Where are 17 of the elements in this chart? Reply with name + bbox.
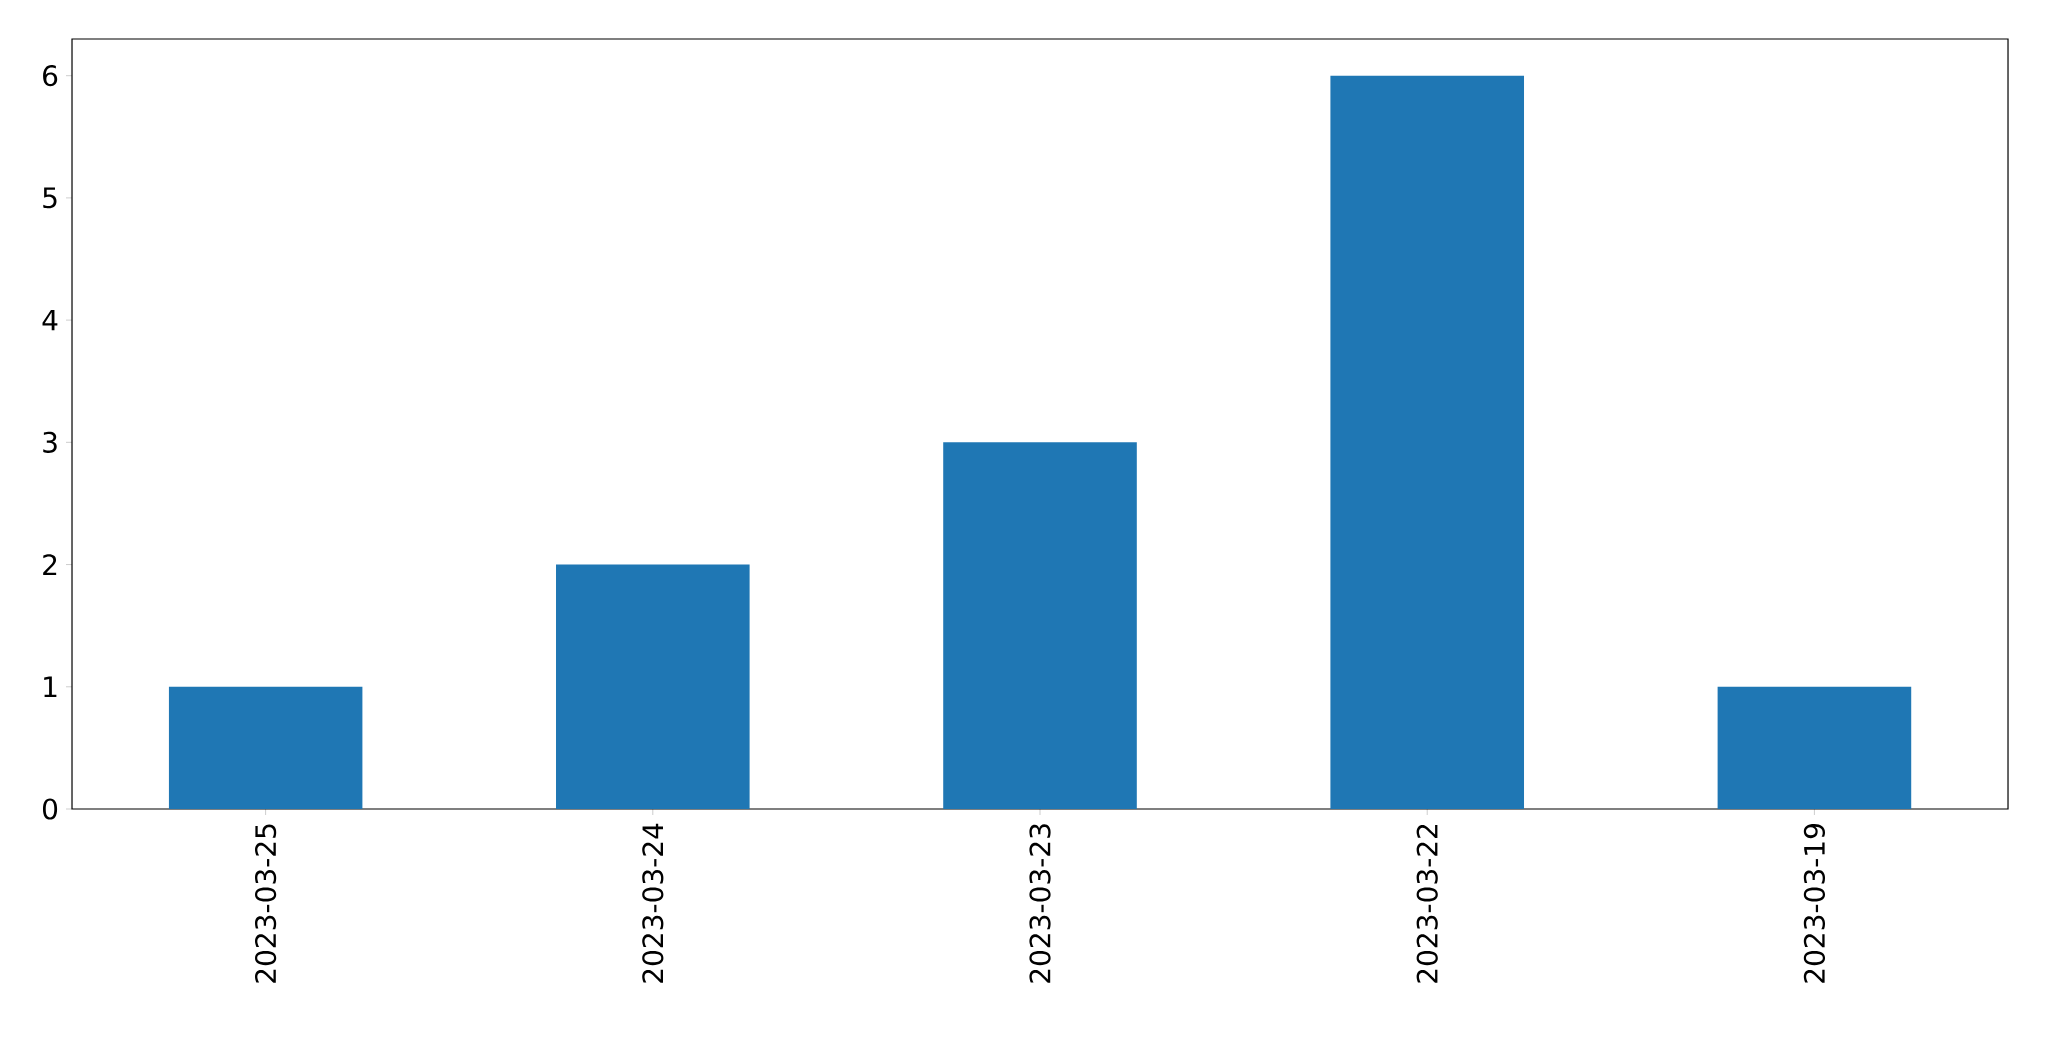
x-tick-label: 2023-03-22 — [1416, 824, 1438, 983]
bar — [1330, 75, 1525, 809]
x-tick-label: 2023-03-19 — [1803, 824, 1826, 983]
y-tick-label: 1 — [44, 676, 57, 697]
x-tick-label: 2023-03-23 — [1029, 824, 1051, 983]
y-tick-label: 2 — [43, 554, 57, 575]
y-tick-label: 6 — [43, 65, 58, 87]
y-tick-label: 3 — [43, 431, 57, 453]
bar — [943, 442, 1137, 809]
bar — [1717, 686, 1912, 809]
y-tick-label: 5 — [43, 187, 57, 209]
x-tick-label: 2023-03-24 — [642, 823, 664, 983]
x-tick-label: 2023-03-25 — [255, 824, 277, 983]
y-tick-label: 0 — [42, 798, 58, 820]
bar — [168, 686, 363, 809]
bar — [556, 564, 750, 809]
y-tick-label: 4 — [42, 309, 58, 331]
